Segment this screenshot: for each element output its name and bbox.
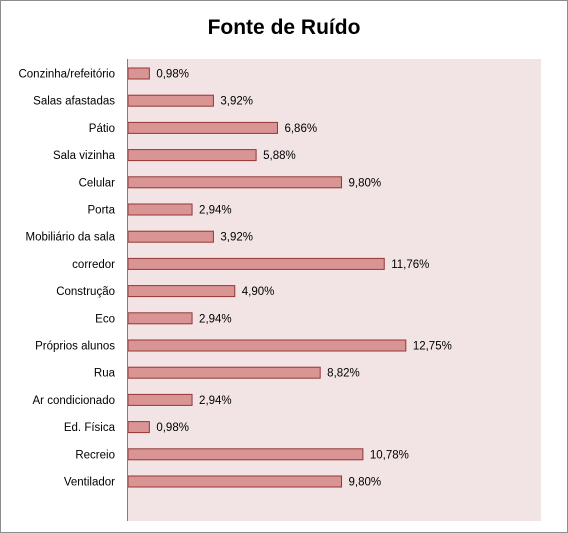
data-label: 2,94% xyxy=(199,313,232,325)
data-label: 2,94% xyxy=(199,395,232,407)
data-label: 6,86% xyxy=(284,123,317,135)
category-label: Salas afastadas xyxy=(33,96,115,108)
bar xyxy=(127,475,343,488)
category-label: Rua xyxy=(94,368,116,380)
bar xyxy=(127,421,150,434)
bar xyxy=(127,257,385,270)
data-label: 2,94% xyxy=(199,205,232,217)
category-label: Próprios alunos xyxy=(35,341,115,353)
data-label: 0,98% xyxy=(156,69,189,81)
category-label: Construção xyxy=(56,286,115,298)
category-label: corredor xyxy=(72,259,115,271)
category-label: Ar condicionado xyxy=(33,395,115,407)
bar xyxy=(127,312,193,325)
bars-layer: Conzinha/refeitório 0,98% Salas afastadas 3… xyxy=(18,67,452,489)
data-label: 3,92% xyxy=(220,232,253,244)
category-label: Eco xyxy=(95,313,115,325)
bar xyxy=(127,393,193,406)
data-label: 5,88% xyxy=(263,150,296,162)
category-label: Porta xyxy=(88,205,116,217)
bar xyxy=(127,121,278,134)
bar xyxy=(127,230,214,243)
category-label: Ventilador xyxy=(64,477,115,489)
category-label: Conzinha/refeitório xyxy=(18,69,115,81)
category-label: Mobiliário da sala xyxy=(26,232,116,244)
category-label: Pátio xyxy=(89,123,115,135)
data-label: 9,80% xyxy=(349,177,382,189)
bar xyxy=(127,366,321,379)
category-label: Ed. Física xyxy=(64,422,116,434)
data-label: 0,98% xyxy=(156,422,189,434)
data-label: 10,78% xyxy=(370,449,409,461)
bar xyxy=(127,448,364,461)
data-label: 9,80% xyxy=(349,477,382,489)
chart-title: Fonte de Ruído xyxy=(208,16,361,39)
bar xyxy=(127,67,150,80)
category-label: Sala vizinha xyxy=(53,150,116,162)
data-label: 3,92% xyxy=(220,96,253,108)
category-label: Celular xyxy=(79,177,116,189)
bar xyxy=(127,176,343,189)
bar xyxy=(127,285,236,298)
data-label: 4,90% xyxy=(242,286,275,298)
category-label: Recreio xyxy=(75,449,115,461)
data-label: 12,75% xyxy=(413,341,452,353)
bar xyxy=(127,339,407,352)
bar xyxy=(127,203,193,216)
bar xyxy=(127,94,214,107)
data-label: 11,76% xyxy=(391,259,429,271)
bar xyxy=(127,149,257,162)
data-label: 8,82% xyxy=(327,368,360,380)
